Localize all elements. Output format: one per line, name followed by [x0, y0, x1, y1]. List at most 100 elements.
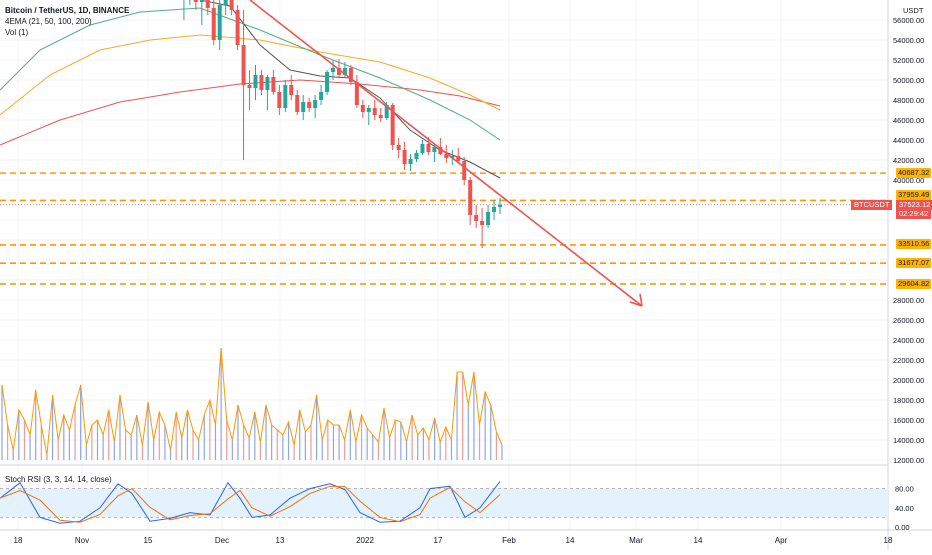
current-price-tag[interactable]: 37523.12 — [896, 200, 932, 210]
candle — [265, 75, 270, 110]
level-tag-40687[interactable]: 40687.32 — [896, 168, 932, 178]
stoch-tick: 40.00 — [895, 504, 914, 513]
candle — [271, 70, 276, 95]
volume-ma-line — [1, 347, 503, 456]
price-tick: 42000.00 — [893, 156, 924, 165]
candle — [408, 154, 413, 171]
volume-bar — [209, 400, 211, 460]
volume-bar — [237, 405, 239, 460]
time-tick: 2022 — [356, 536, 374, 545]
candle — [223, 0, 228, 15]
price-tick: 18000.00 — [893, 396, 924, 405]
volume-bar — [226, 420, 228, 460]
level-tag-37959[interactable]: 37959.49 — [896, 190, 932, 200]
candle — [336, 59, 341, 77]
volume-bar — [68, 430, 71, 460]
volume-bar — [18, 410, 20, 460]
volume-bar — [80, 385, 82, 460]
candle — [199, 0, 204, 25]
volume-bar — [287, 422, 290, 460]
volume-bar — [310, 425, 312, 460]
candle — [432, 144, 437, 162]
stoch-band — [0, 488, 888, 518]
symbol-title: Bitcoin / TetherUS, 1D, BINANCE — [5, 6, 130, 15]
stoch-tick: 80.00 — [895, 485, 914, 494]
candle — [277, 85, 282, 115]
volume-bar — [113, 442, 115, 460]
candle — [366, 105, 371, 125]
price-tick: 40000.00 — [893, 176, 924, 185]
ema-legend: 4EMA (21, 50, 100, 200) — [5, 17, 92, 26]
candle — [229, 0, 234, 15]
volume-bar — [456, 372, 458, 460]
volume-bar — [198, 440, 200, 460]
volume-bar — [332, 425, 335, 460]
candle — [498, 198, 502, 214]
stoch-legend[interactable]: Stoch RSI (3, 3, 14, 14, close) — [5, 474, 112, 485]
candle — [307, 98, 312, 112]
trend-arrowhead — [629, 293, 643, 307]
symbol-legend[interactable]: Bitcoin / TetherUS, 1D, BINANCE 4EMA (21… — [5, 5, 129, 38]
volume-bar — [372, 435, 374, 460]
volume-bar — [338, 425, 340, 460]
level-tag-31677[interactable]: 31677.07 — [896, 258, 932, 268]
volume-bar — [433, 418, 436, 460]
level-tag-33510[interactable]: 33510.56 — [896, 239, 932, 249]
time-tick: Mar — [629, 536, 643, 545]
volume-bar — [169, 450, 172, 460]
candle — [474, 205, 479, 228]
volume-bar — [141, 445, 144, 460]
candle — [372, 100, 377, 120]
candle — [253, 65, 258, 100]
candle — [342, 62, 347, 78]
volume-bar — [411, 415, 413, 460]
candle — [420, 140, 425, 155]
volume-bar — [422, 428, 424, 460]
time-tick: Nov — [75, 536, 89, 545]
price-tick: 24000.00 — [893, 336, 924, 345]
price-tick: 20000.00 — [893, 376, 924, 385]
volume-bar — [495, 432, 497, 460]
time-tick: 14 — [694, 536, 703, 545]
volume-bar — [192, 430, 194, 460]
ticker-tag[interactable]: BTCUSDT — [851, 200, 893, 210]
volume-bar — [242, 425, 245, 460]
candle — [354, 75, 359, 108]
candle — [247, 70, 252, 110]
price-axis: 56000.00 54000.00 52000.00 50000.00 48000.00… — [893, 16, 924, 532]
stoch-k-line — [0, 481, 501, 524]
candle — [414, 150, 419, 162]
candle — [396, 138, 401, 158]
candle — [486, 205, 491, 228]
ema-200-line — [0, 79, 501, 146]
price-tick: 44000.00 — [893, 136, 924, 145]
volume-bar — [344, 440, 346, 460]
time-tick: 15 — [144, 536, 153, 545]
volume-bar — [360, 415, 363, 460]
candle — [295, 90, 300, 115]
level-tag-29604[interactable]: 29604.82 — [896, 279, 932, 289]
volume-bar — [203, 415, 205, 460]
volume-bar — [501, 445, 503, 460]
stoch-d-line — [0, 485, 501, 523]
volume-bar — [12, 450, 14, 460]
volume-bar — [35, 390, 37, 460]
time-tick: 14 — [566, 536, 575, 545]
volume-bar — [23, 420, 26, 460]
volume-bar — [462, 372, 464, 460]
countdown-tag: 02:29:42 — [896, 209, 932, 219]
volume-bar — [74, 405, 76, 460]
volume-bar — [417, 435, 419, 460]
volume-bar — [220, 348, 222, 460]
candle — [492, 200, 497, 220]
volume-bar — [327, 420, 329, 460]
price-tick: 26000.00 — [893, 316, 924, 325]
volume-bar — [428, 440, 430, 460]
price-tick: 16000.00 — [893, 416, 924, 425]
volume-bar — [153, 440, 155, 460]
candle — [462, 157, 467, 185]
volume-bar — [490, 405, 492, 460]
price-tick: 52000.00 — [893, 56, 924, 65]
